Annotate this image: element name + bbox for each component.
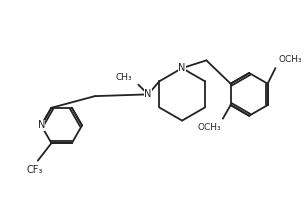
- Text: N: N: [178, 63, 186, 73]
- Text: N: N: [37, 120, 45, 131]
- Text: CH₃: CH₃: [116, 73, 133, 82]
- Text: N: N: [144, 89, 152, 99]
- Text: OCH₃: OCH₃: [197, 123, 221, 132]
- Text: CF₃: CF₃: [27, 165, 43, 175]
- Text: OCH₃: OCH₃: [278, 55, 302, 64]
